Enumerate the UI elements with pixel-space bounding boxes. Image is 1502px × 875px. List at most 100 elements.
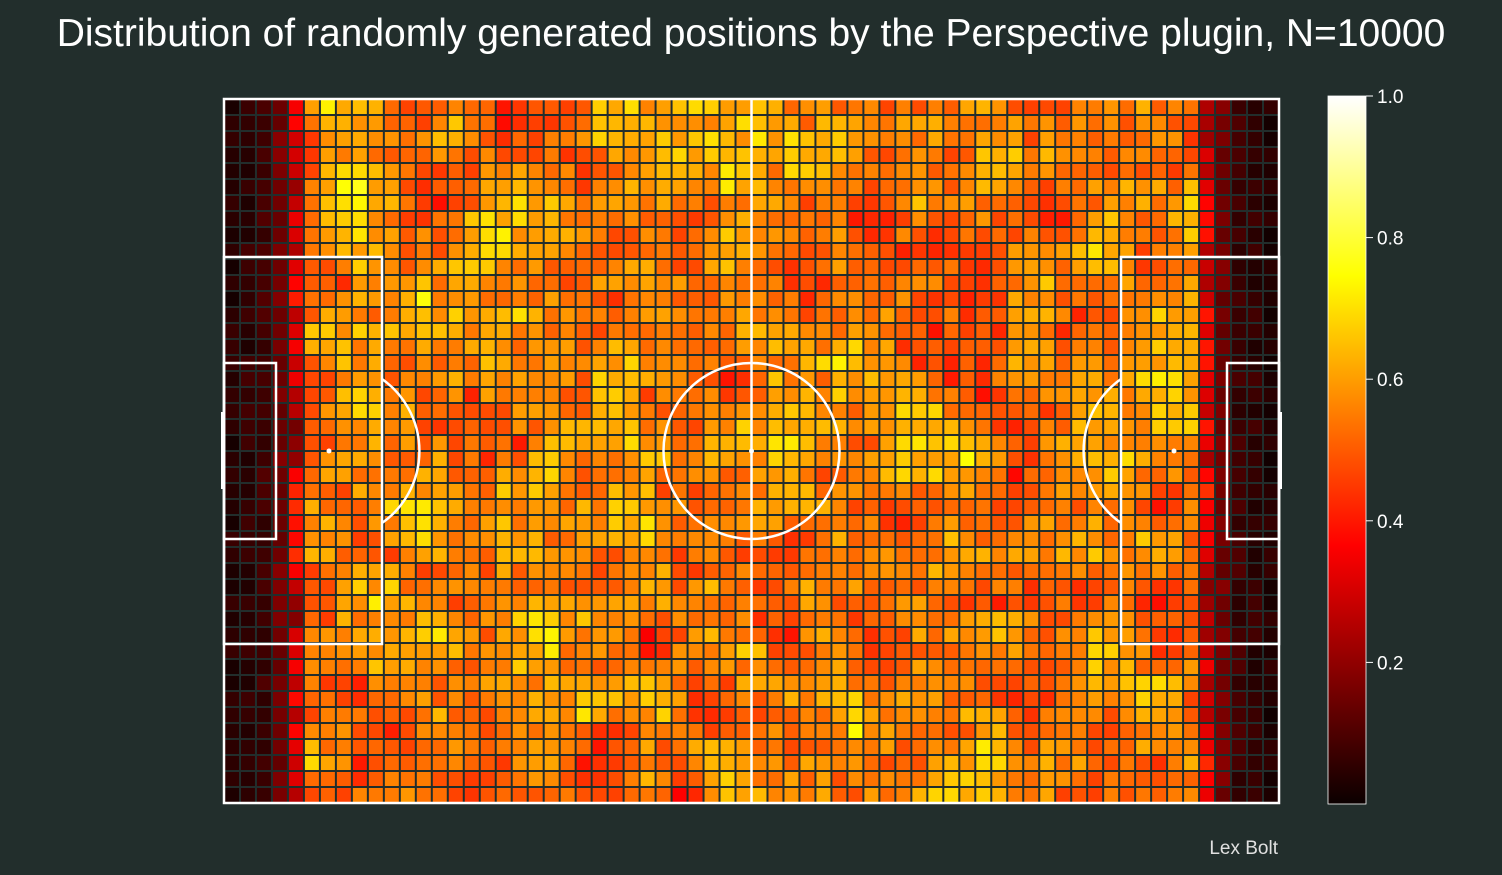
- heatmap-cell: [864, 628, 879, 642]
- heatmap-cell: [800, 564, 815, 578]
- heatmap-cell: [880, 468, 895, 482]
- heatmap-cell: [1008, 468, 1023, 482]
- heatmap-cell: [1104, 772, 1119, 786]
- heatmap-cell: [225, 452, 239, 466]
- heatmap-cell: [1232, 276, 1247, 290]
- heatmap-cell: [1232, 548, 1247, 562]
- heatmap-cell: [1200, 356, 1215, 370]
- heatmap-cell: [1008, 436, 1023, 450]
- heatmap-cell: [1120, 388, 1135, 402]
- heatmap-cell: [400, 388, 415, 402]
- heatmap-cell: [448, 628, 463, 642]
- heatmap-cell: [304, 404, 319, 418]
- heatmap-cell: [960, 708, 975, 722]
- heatmap-cell: [1168, 596, 1183, 610]
- heatmap-cell: [832, 404, 847, 418]
- heatmap-cell: [1120, 292, 1135, 306]
- heatmap-cell: [880, 788, 895, 802]
- heatmap-cell: [448, 548, 463, 562]
- heatmap-cell: [624, 500, 639, 514]
- heatmap-cell: [992, 388, 1007, 402]
- heatmap-cell: [816, 580, 831, 594]
- heatmap-cell: [352, 660, 367, 674]
- heatmap-cell: [448, 516, 463, 530]
- heatmap-cell: [672, 644, 687, 658]
- heatmap-cell: [688, 116, 703, 130]
- heatmap-cell: [800, 484, 815, 498]
- heatmap-cell: [320, 132, 335, 146]
- heatmap-cell: [336, 164, 351, 178]
- heatmap-cell: [672, 212, 687, 226]
- heatmap-cell: [336, 516, 351, 530]
- heatmap-cell: [608, 372, 623, 386]
- heatmap-cell: [256, 692, 271, 706]
- heatmap-cell: [1216, 740, 1231, 754]
- heatmap-cell: [864, 564, 879, 578]
- heatmap-cell: [1248, 516, 1263, 530]
- heatmap-cell: [304, 148, 319, 162]
- heatmap-cell: [576, 388, 591, 402]
- heatmap-cell: [464, 628, 479, 642]
- heatmap-cell: [416, 260, 431, 274]
- heatmap-cell: [1024, 644, 1039, 658]
- heatmap-cell: [608, 484, 623, 498]
- heatmap-cell: [688, 740, 703, 754]
- heatmap-cell: [480, 500, 495, 514]
- heatmap-cell: [928, 372, 943, 386]
- heatmap-cell: [336, 660, 351, 674]
- heatmap-cell: [704, 212, 719, 226]
- heatmap-cell: [1136, 484, 1151, 498]
- heatmap-cell: [704, 420, 719, 434]
- heatmap-cell: [288, 516, 303, 530]
- heatmap-cell: [640, 372, 655, 386]
- heatmap-cell: [704, 596, 719, 610]
- heatmap-cell: [912, 420, 927, 434]
- heatmap-cell: [656, 708, 671, 722]
- heatmap-cell: [544, 196, 559, 210]
- heatmap-cell: [464, 292, 479, 306]
- heatmap-cell: [1216, 612, 1231, 626]
- heatmap-cell: [352, 612, 367, 626]
- heatmap-cell: [1168, 420, 1183, 434]
- heatmap-cell: [816, 516, 831, 530]
- heatmap-cell: [336, 740, 351, 754]
- heatmap-cell: [976, 516, 991, 530]
- heatmap-cell: [608, 724, 623, 738]
- heatmap-cell: [864, 100, 879, 114]
- heatmap-cell: [240, 100, 255, 114]
- heatmap-cell: [976, 484, 991, 498]
- heatmap-cell: [272, 580, 287, 594]
- heatmap-cell: [832, 644, 847, 658]
- heatmap-cell: [496, 532, 511, 546]
- heatmap-cell: [576, 564, 591, 578]
- heatmap-cell: [784, 180, 799, 194]
- heatmap-cell: [704, 276, 719, 290]
- heatmap-cell: [1008, 340, 1023, 354]
- heatmap-cell: [976, 132, 991, 146]
- heatmap-cell: [288, 564, 303, 578]
- heatmap-cell: [1024, 484, 1039, 498]
- heatmap-cell: [944, 436, 959, 450]
- heatmap-cell: [800, 356, 815, 370]
- heatmap-cell: [1120, 708, 1135, 722]
- heatmap-cell: [720, 228, 735, 242]
- heatmap-cell: [832, 548, 847, 562]
- heatmap-cell: [256, 372, 271, 386]
- heatmap-cell: [320, 644, 335, 658]
- heatmap-cell: [368, 500, 383, 514]
- heatmap-cell: [944, 356, 959, 370]
- heatmap-cell: [1136, 612, 1151, 626]
- heatmap-cell: [832, 484, 847, 498]
- heatmap-cell: [240, 484, 255, 498]
- heatmap-cell: [560, 580, 575, 594]
- heatmap-cell: [432, 260, 447, 274]
- heatmap-cell: [1120, 740, 1135, 754]
- heatmap-cell: [1088, 164, 1103, 178]
- heatmap-cell: [848, 612, 863, 626]
- heatmap-cell: [784, 308, 799, 322]
- heatmap-cell: [544, 676, 559, 690]
- heatmap-cell: [544, 260, 559, 274]
- heatmap-cell: [576, 484, 591, 498]
- heatmap-cell: [720, 180, 735, 194]
- heatmap-cell: [1008, 660, 1023, 674]
